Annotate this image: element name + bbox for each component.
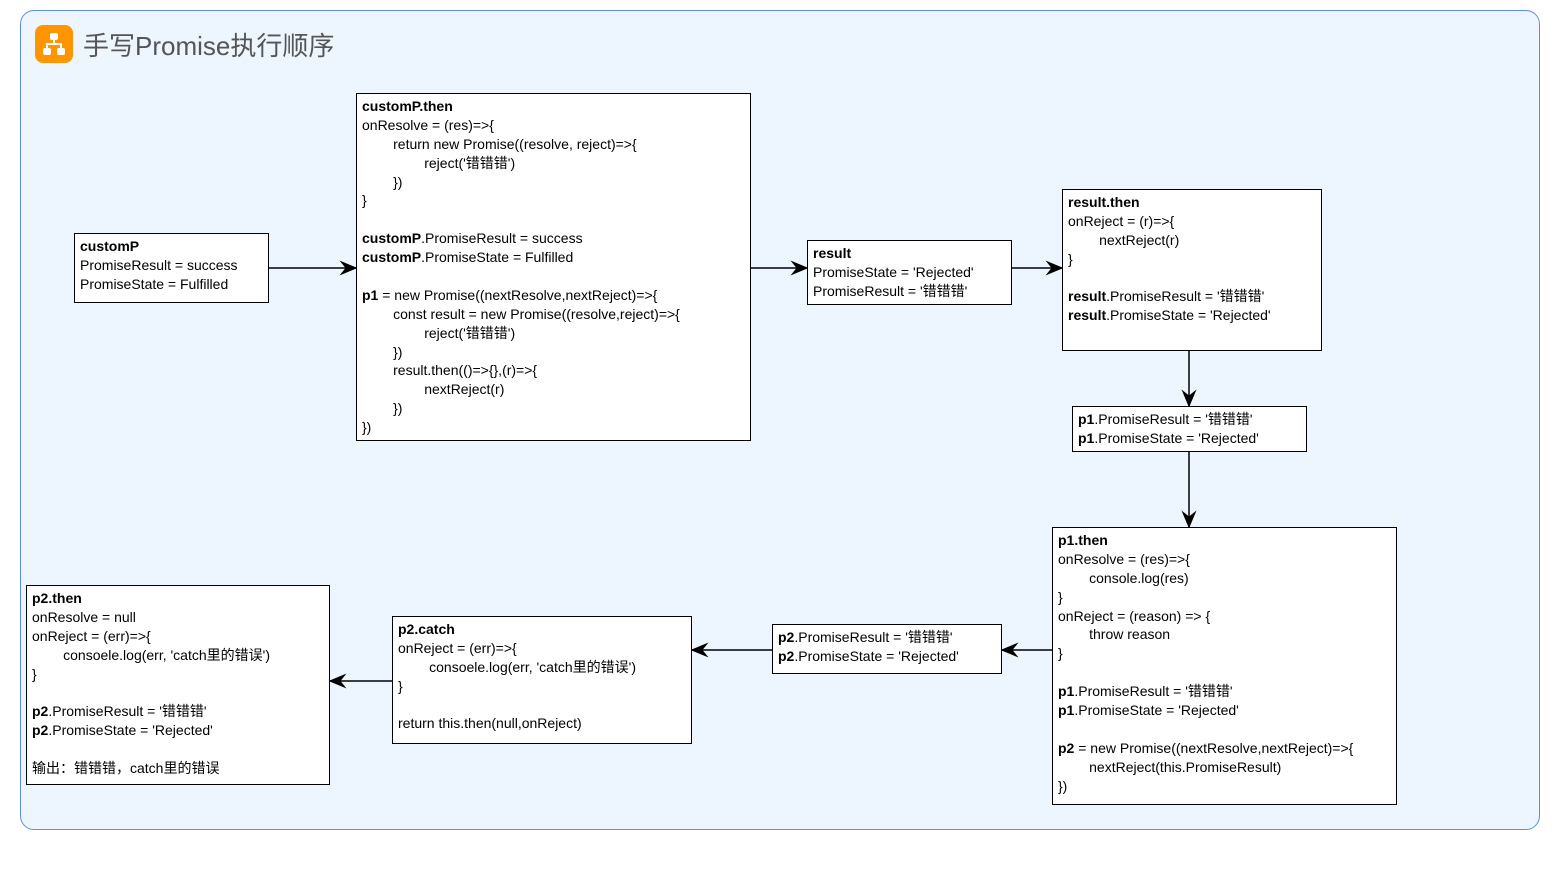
diagram-canvas: 手写Promise执行顺序 customPPromiseResult = suc… xyxy=(20,10,1540,830)
node-result_then: result.thenonReject = (r)=>{ nextReject(… xyxy=(1062,189,1322,351)
header: 手写Promise执行顺序 xyxy=(35,25,334,63)
node-p2_state: p2.PromiseResult = '错错错'p2.PromiseState … xyxy=(772,624,1002,674)
node-p1_then: p1.thenonResolve = (res)=>{ console.log(… xyxy=(1052,527,1397,805)
node-p2_then: p2.thenonResolve = nullonReject = (err)=… xyxy=(26,585,330,785)
node-customP_then: customP.thenonResolve = (res)=>{ return … xyxy=(356,93,751,441)
diagram-title: 手写Promise执行顺序 xyxy=(83,26,334,63)
node-p1_state: p1.PromiseResult = '错错错'p1.PromiseState … xyxy=(1072,406,1307,452)
node-customP: customPPromiseResult = successPromiseSta… xyxy=(74,233,269,303)
node-p2_catch: p2.catchonReject = (err)=>{ consoele.log… xyxy=(392,616,692,744)
node-result: resultPromiseState = 'Rejected'PromiseRe… xyxy=(807,240,1012,305)
logo-icon xyxy=(35,25,73,63)
